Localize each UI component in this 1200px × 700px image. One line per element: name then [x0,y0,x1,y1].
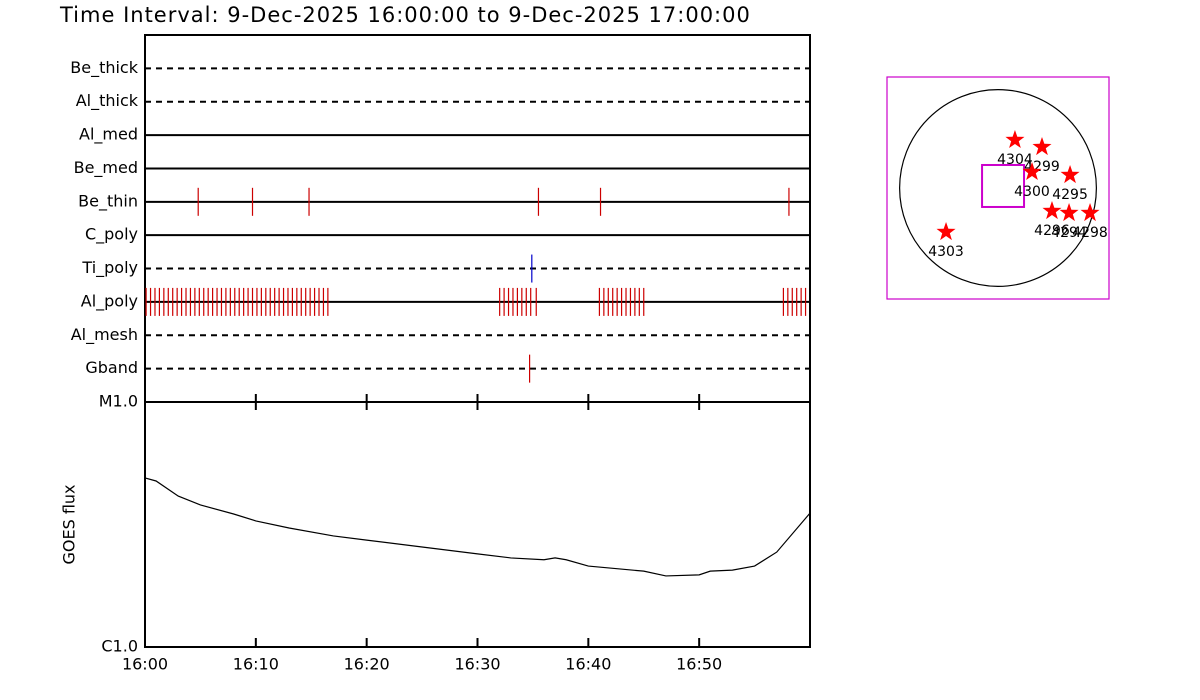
region-star [936,221,956,241]
x-tick-label: 16:20 [344,655,390,674]
region-star [1059,203,1079,222]
region-label: 4300 [1014,184,1050,200]
y-tick-label: M1.0 [99,392,138,411]
region-label: 4298 [1072,225,1108,241]
x-tick-label: 16:30 [454,655,500,674]
filter-label: Al_thick [76,91,139,111]
region-star [1060,164,1080,184]
region-star [1080,203,1100,222]
plot-frame [144,34,811,648]
filter-label: C_poly [85,225,138,245]
solar-limb [899,89,1097,287]
region-label: 4304 [997,152,1033,168]
region-label: 4296 [1034,223,1070,239]
y-tick-label: C1.0 [101,637,138,656]
filter-label: Ti_poly [81,258,138,278]
x-tick-label: 16:00 [122,655,168,674]
filter-label: Al_poly [81,291,138,311]
filter-label: Al_mesh [71,325,138,345]
y-axis-title: GOES flux [60,484,79,564]
chart-title: Time Interval: 9-Dec-2025 16:00:00 to 9-… [59,3,751,27]
region-label: 4294 [1051,225,1087,241]
x-tick-label: 16:50 [676,655,722,674]
filter-label: Gband [85,358,138,377]
field-of-view [981,163,1026,208]
flux-line [144,477,811,577]
region-star [1022,161,1042,181]
x-tick-label: 16:40 [565,655,611,674]
region-label: 4295 [1052,187,1088,203]
region-star [1005,129,1025,149]
filter-label: Be_thick [70,58,138,78]
x-tick-label: 16:10 [233,655,279,674]
map-frame [886,76,1110,300]
region-star [1032,137,1052,156]
filter-label: Al_med [79,125,138,145]
region-label: 4303 [928,244,964,260]
filter-label: Be_thin [78,191,138,211]
filter-label: Be_med [74,158,138,178]
region-star [1042,201,1062,220]
